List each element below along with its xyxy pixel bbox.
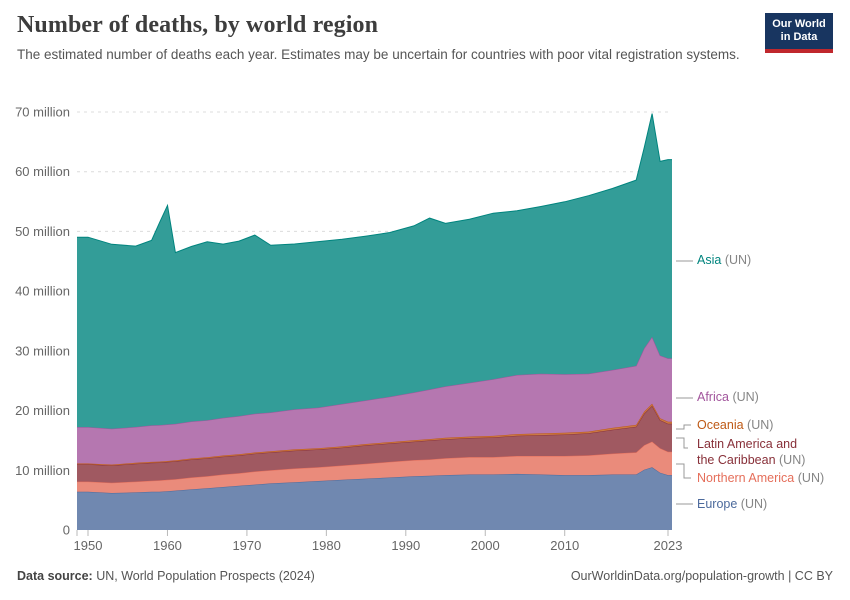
owid-logo[interactable]: Our World in Data: [765, 13, 833, 53]
legend-connector-oceania: [676, 424, 691, 430]
area-africa[interactable]: [77, 336, 672, 465]
page-subtitle: The estimated number of deaths each year…: [17, 47, 740, 62]
legend-suffix: (UN): [797, 471, 825, 485]
legend-label: Africa: [697, 390, 729, 404]
legend-label: Latin America and the Caribbean: [697, 437, 798, 467]
area-oceania[interactable]: [77, 403, 672, 466]
area-europe[interactable]: [77, 467, 672, 530]
page-title: Number of deaths, by world region: [17, 12, 379, 38]
legend-connector-northern-america: [676, 463, 691, 479]
data-source-note: Data source: UN, World Population Prospe…: [17, 569, 315, 583]
y-axis-tick-label: 10 million: [15, 463, 70, 478]
x-axis-tick-label: 2023: [654, 538, 683, 553]
x-axis-tick-label: 1950: [74, 538, 103, 553]
legend-label: Europe: [697, 497, 738, 511]
y-axis-tick-label: 0: [63, 523, 70, 538]
legend-suffix: (UN): [747, 418, 774, 432]
legend-connector-latin-america-and-the-caribbean: [676, 437, 688, 449]
legend-item-northern-america[interactable]: Northern America (UN): [697, 471, 824, 487]
y-axis-tick-label: 50 million: [15, 224, 70, 239]
y-axis-tick-label: 40 million: [15, 284, 70, 299]
legend-label: Oceania: [697, 418, 744, 432]
owid-logo-line1: Our World: [772, 17, 826, 30]
area-asia[interactable]: [77, 113, 672, 429]
chart-header: Number of deaths, by world region The es…: [17, 12, 833, 65]
x-axis-tick-label: 1960: [153, 538, 182, 553]
legend-label: Asia: [697, 253, 722, 267]
legend-suffix: (UN): [732, 390, 759, 404]
y-axis-tick-label: 60 million: [15, 164, 70, 179]
legend-suffix: (UN): [779, 452, 806, 467]
legend-item-oceania[interactable]: Oceania (UN): [697, 418, 773, 434]
data-source-label: Data source:: [17, 569, 93, 583]
x-axis-tick-label: 1990: [391, 538, 420, 553]
series-line-asia: [77, 113, 672, 254]
x-axis-tick-label: 1970: [232, 538, 261, 553]
x-axis-tick-label: 1980: [312, 538, 341, 553]
owid-link[interactable]: OurWorldinData.org/population-growth | C…: [570, 569, 833, 583]
legend-item-europe[interactable]: Europe (UN): [697, 497, 767, 513]
y-axis-tick-label: 30 million: [15, 343, 70, 358]
legend-item-latin-america[interactable]: Latin America and the Caribbean (UN): [697, 437, 817, 468]
area-northern-america[interactable]: [77, 441, 672, 493]
data-source-value: UN, World Population Prospects (2024): [92, 569, 315, 583]
owid-logo-line2: in Data: [780, 31, 818, 43]
legend-suffix: (UN): [724, 253, 752, 267]
legend-suffix: (UN): [740, 497, 768, 511]
y-axis-tick-label: 70 million: [15, 105, 70, 120]
y-axis-tick-label: 20 million: [15, 403, 70, 418]
x-axis-tick-label: 2010: [550, 538, 579, 553]
legend-item-africa[interactable]: Africa (UN): [697, 390, 759, 406]
area-latin-america-and-the-caribbean[interactable]: [77, 405, 672, 483]
legend-label: Northern America: [697, 471, 795, 485]
legend-item-asia[interactable]: Asia (UN): [697, 253, 751, 269]
x-axis-tick-label: 2000: [471, 538, 500, 553]
chart-footer: Data source: UN, World Population Prospe…: [17, 569, 833, 583]
